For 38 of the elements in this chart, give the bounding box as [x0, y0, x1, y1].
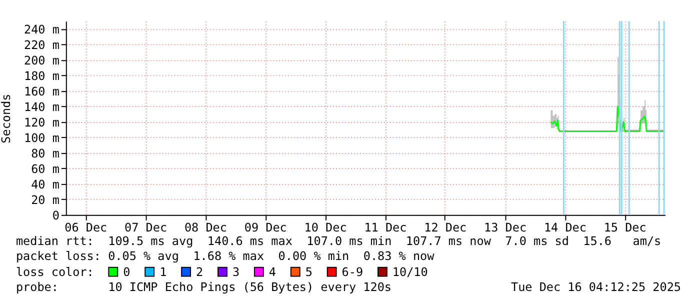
x-tick-label: 15 Dec: [604, 220, 646, 234]
y-tick-label: 20 m: [31, 192, 60, 207]
x-tick-label: 13 Dec: [484, 220, 527, 234]
legend-label: 5: [305, 264, 312, 279]
y-tick-label: 40 m: [31, 177, 60, 192]
line-series: [550, 106, 664, 132]
x-tick-label: 09 Dec: [244, 220, 287, 234]
text: probe: 10 ICMP Echo Pings (56 Bytes) every 120s: [16, 280, 392, 294]
text: Tue Dec 16 04:12:25 2025: [511, 280, 682, 294]
y-tick-label: 60 m: [31, 162, 60, 176]
x-tick-label: 14 Dec: [544, 220, 586, 234]
x-tick-label: 07 Dec: [124, 220, 168, 234]
y-tick-label: 160 m: [24, 84, 60, 98]
x-tick-label: 10 Dec: [304, 220, 347, 234]
legend-title: loss color:: [16, 264, 94, 279]
y-axis-title: Seconds: [0, 94, 13, 144]
legend-label: 10/10: [392, 264, 428, 279]
text: median rtt: 109.5 ms avg 140.6 ms max 107.0 ms min 107.7 ms now 7.0 ms sd 15.6 am/s: [16, 234, 662, 248]
y-tick-label: 220 m: [24, 38, 60, 52]
y-tick-label: 100 m: [24, 130, 60, 145]
legend-label: 6-9: [342, 264, 364, 279]
legend-label: 3: [232, 264, 240, 279]
legend-label: 4: [268, 264, 276, 279]
y-tick-label: 0: [52, 208, 60, 222]
y-tick-label: 180 m: [24, 68, 60, 83]
legend-label: 1: [160, 264, 167, 279]
x-tick-label: 11 Dec: [364, 220, 407, 234]
text: packet loss: 0.05 % avg 1.68 % max 0.00 % min 0.83 % now: [16, 248, 434, 263]
y-tick-label: 120 m: [24, 115, 60, 130]
x-tick-label: 12 Dec: [424, 220, 467, 234]
y-tick-label: 80 m: [31, 146, 60, 160]
x-tick-label: 06 Dec: [64, 220, 108, 234]
x-tick-label: 08 Dec: [184, 220, 227, 234]
y-tick-label: 140 m: [24, 100, 60, 114]
y-tick-label: 240 m: [24, 22, 60, 36]
legend-label: 2: [196, 264, 204, 279]
y-tick-label: 200 m: [24, 53, 60, 68]
legend-label: 0: [123, 264, 130, 279]
